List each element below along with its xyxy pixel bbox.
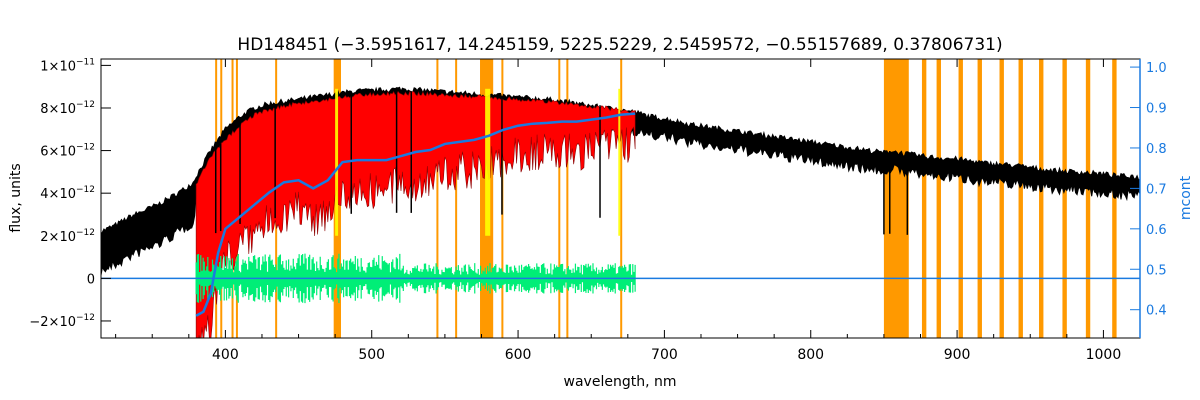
masked-band-7 <box>455 59 458 338</box>
right-y-axis-label: mcont <box>1178 175 1194 220</box>
x-axis: 400 500 600 700 800 900 1000 <box>115 59 1122 363</box>
masked-band-18 <box>999 59 1004 338</box>
masked-band-23 <box>1112 59 1117 338</box>
x-tick-label: 900 <box>944 347 971 363</box>
masked-band-20 <box>1039 59 1044 338</box>
y-axis-label: flux, units <box>8 163 24 232</box>
masked-band-16 <box>958 59 963 338</box>
y2-tick-label: 0.7 <box>1146 182 1167 197</box>
masked-band-10 <box>558 59 561 338</box>
y2-tick-label: 0.5 <box>1146 263 1167 278</box>
y2-tick-label: 0.9 <box>1146 102 1167 117</box>
masked-band-19 <box>1018 59 1023 338</box>
series-layer <box>101 86 1140 338</box>
masked-band-11 <box>566 59 569 338</box>
x-tick-label: 700 <box>651 347 678 363</box>
masked-band-6 <box>436 59 439 338</box>
masked-band-22 <box>1085 59 1091 338</box>
masked-band-12 <box>620 59 623 338</box>
x-axis-label: wavelength, nm <box>564 374 677 390</box>
y2-tick-label: 0.4 <box>1146 304 1167 319</box>
right-y-axis: 0.4 0.5 0.6 0.7 0.8 0.9 1.0 <box>1130 59 1167 338</box>
y2-tick-label: 0.6 <box>1146 223 1167 238</box>
x-tick-label: 800 <box>797 347 824 363</box>
y-tick-label: 0 <box>87 272 95 287</box>
y-tick-label: 2×10−12 <box>40 228 95 245</box>
chart-title: HD148451 (−3.5951617, 14.245159, 5225.52… <box>237 35 1002 55</box>
y-tick-label: 1×10−11 <box>40 57 95 74</box>
highlight-band-2 <box>618 88 621 236</box>
masked-band-15 <box>936 59 941 338</box>
y-tick-label: 6×10−12 <box>40 143 95 160</box>
x-tick-label: 600 <box>505 347 532 363</box>
y-tick-label: −2×10−12 <box>29 313 95 330</box>
series-model <box>195 90 636 338</box>
highlight-band-1 <box>485 88 491 236</box>
x-tick-label: 400 <box>212 347 239 363</box>
masked-band-13 <box>883 59 909 338</box>
x-tick-label: 500 <box>358 347 385 363</box>
masked-band-17 <box>977 59 982 338</box>
masked-band-14 <box>921 59 927 338</box>
y-tick-label: 4×10−12 <box>40 185 95 202</box>
y2-tick-label: 0.8 <box>1146 142 1167 157</box>
masked-band-21 <box>1062 59 1067 338</box>
highlight-band-0 <box>335 88 339 236</box>
y2-tick-label: 1.0 <box>1146 61 1167 76</box>
y-axis: −2×10−12 0 2×10−12 4×10−12 6×10−12 8×10−12 1×1… <box>29 57 111 330</box>
y-tick-label: 8×10−12 <box>40 100 95 117</box>
series-continuum <box>195 112 636 317</box>
x-tick-label: 1000 <box>1086 347 1122 363</box>
